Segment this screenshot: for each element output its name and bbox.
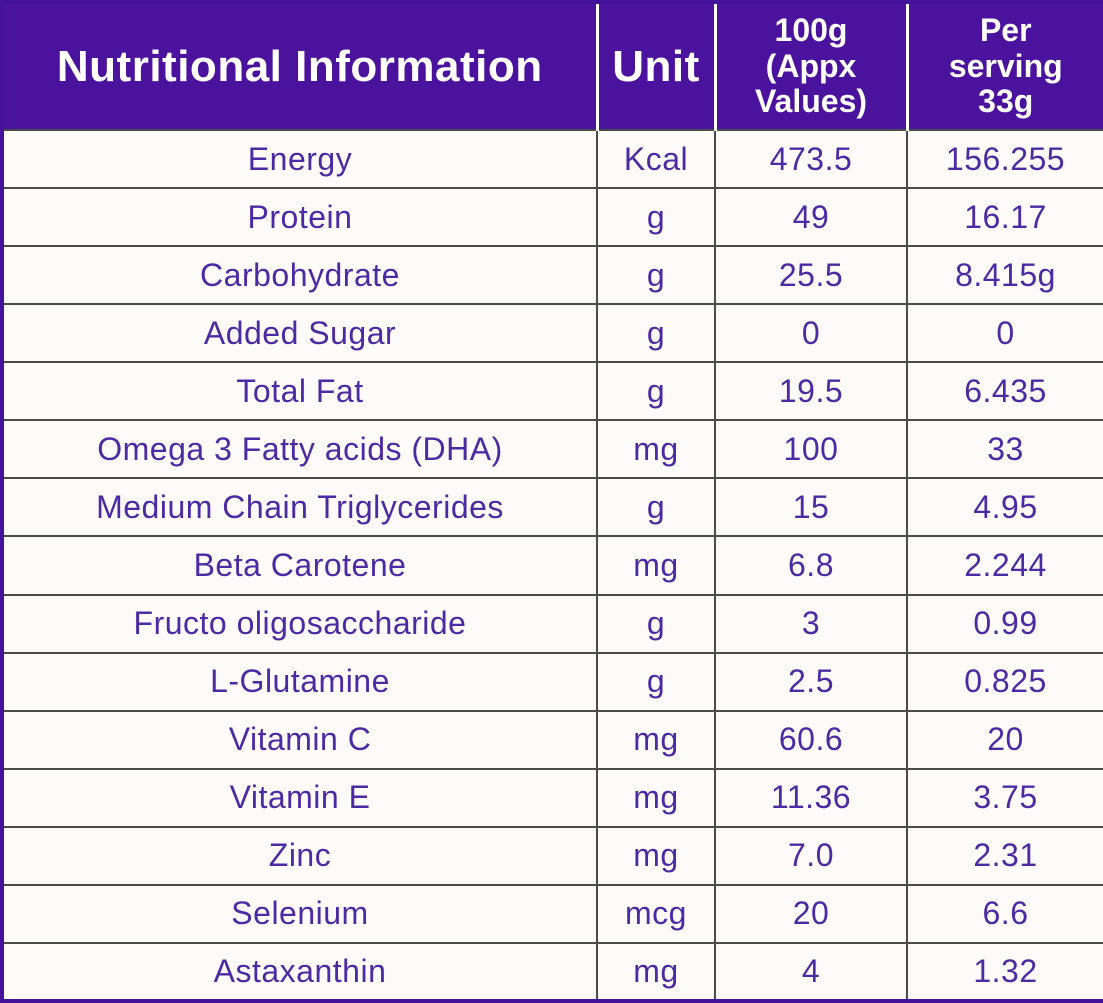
header-unit: Unit xyxy=(597,2,717,130)
nutrient-unit: g xyxy=(596,477,716,538)
nutrient-name: Astaxanthin xyxy=(1,941,598,1003)
nutrient-unit: g xyxy=(596,593,716,654)
table-row: Added Sugar g 0 0 xyxy=(1,303,1103,364)
value-per-serving: 0.825 xyxy=(906,651,1103,712)
nutrient-unit: mg xyxy=(596,941,716,1003)
table-body: Energy Kcal 473.5 156.255 Protein g 49 1… xyxy=(1,128,1103,1003)
nutrient-unit: mg xyxy=(596,767,716,828)
table-row: Energy Kcal 473.5 156.255 xyxy=(1,128,1103,190)
value-per-serving: 0 xyxy=(906,303,1103,364)
nutrient-name: Zinc xyxy=(1,825,598,886)
nutrient-unit: g xyxy=(596,651,716,712)
header-per-serving: Per serving 33g xyxy=(907,2,1103,130)
value-per-serving: 2.31 xyxy=(906,825,1103,886)
nutrient-name: Omega 3 Fatty acids (DHA) xyxy=(1,419,598,480)
table-row: Omega 3 Fatty acids (DHA) mg 100 33 xyxy=(1,419,1103,480)
value-per-serving: 16.17 xyxy=(906,187,1103,248)
header-per-100g: 100g (Appx Values) xyxy=(715,2,909,130)
nutrient-name: Vitamin C xyxy=(1,709,598,770)
value-per-100g: 49 xyxy=(714,187,908,248)
table-row: Vitamin C mg 60.6 20 xyxy=(1,709,1103,770)
value-per-serving: 20 xyxy=(906,709,1103,770)
value-per-100g: 3 xyxy=(714,593,908,654)
nutrient-unit: g xyxy=(596,303,716,364)
header-row: Nutritional Information Unit 100g (Appx … xyxy=(2,2,1103,130)
nutrient-name: Added Sugar xyxy=(1,303,598,364)
value-per-serving: 0.99 xyxy=(906,593,1103,654)
nutrient-unit: mcg xyxy=(596,883,716,944)
nutrient-name: Beta Carotene xyxy=(1,535,598,596)
header-nutritional-information: Nutritional Information xyxy=(2,2,599,130)
table-row: Protein g 49 16.17 xyxy=(1,187,1103,248)
nutrient-unit: g xyxy=(596,187,716,248)
table-row: Total Fat g 19.5 6.435 xyxy=(1,361,1103,422)
nutrient-name: Medium Chain Triglycerides xyxy=(1,477,598,538)
nutrient-unit: mg xyxy=(596,825,716,886)
value-per-100g: 25.5 xyxy=(714,245,908,306)
value-per-100g: 6.8 xyxy=(714,535,908,596)
value-per-serving: 6.435 xyxy=(906,361,1103,422)
nutrient-unit: mg xyxy=(596,709,716,770)
nutrient-name: Vitamin E xyxy=(1,767,598,828)
nutrient-unit: g xyxy=(596,361,716,422)
nutrient-name: Protein xyxy=(1,187,598,248)
value-per-serving: 33 xyxy=(906,419,1103,480)
value-per-serving: 3.75 xyxy=(906,767,1103,828)
table-row: Astaxanthin mg 4 1.32 xyxy=(1,941,1103,1003)
table-row: Medium Chain Triglycerides g 15 4.95 xyxy=(1,477,1103,538)
table-row: Beta Carotene mg 6.8 2.244 xyxy=(1,535,1103,596)
nutrient-name: Fructo oligosaccharide xyxy=(1,593,598,654)
table-row: Zinc mg 7.0 2.31 xyxy=(1,825,1103,886)
nutrient-name: L-Glutamine xyxy=(1,651,598,712)
nutrient-name: Selenium xyxy=(1,883,598,944)
nutrient-unit: mg xyxy=(596,535,716,596)
value-per-serving: 2.244 xyxy=(906,535,1103,596)
nutrient-unit: mg xyxy=(596,419,716,480)
table-row: Carbohydrate g 25.5 8.415g xyxy=(1,245,1103,306)
value-per-100g: 15 xyxy=(714,477,908,538)
table-row: L-Glutamine g 2.5 0.825 xyxy=(1,651,1103,712)
value-per-serving: 4.95 xyxy=(906,477,1103,538)
value-per-serving: 8.415g xyxy=(906,245,1103,306)
value-per-100g: 4 xyxy=(714,941,908,1003)
nutrient-name: Energy xyxy=(1,128,598,190)
table-row: Vitamin E mg 11.36 3.75 xyxy=(1,767,1103,828)
nutrient-unit: g xyxy=(596,245,716,306)
value-per-serving: 6.6 xyxy=(906,883,1103,944)
value-per-100g: 7.0 xyxy=(714,825,908,886)
nutrient-unit: Kcal xyxy=(596,128,716,190)
value-per-serving: 1.32 xyxy=(906,941,1103,1003)
value-per-100g: 20 xyxy=(714,883,908,944)
value-per-100g: 2.5 xyxy=(714,651,908,712)
value-per-100g: 19.5 xyxy=(714,361,908,422)
nutrient-name: Total Fat xyxy=(1,361,598,422)
value-per-100g: 100 xyxy=(714,419,908,480)
value-per-100g: 473.5 xyxy=(714,128,908,190)
table-row: Selenium mcg 20 6.6 xyxy=(1,883,1103,944)
value-per-serving: 156.255 xyxy=(906,128,1103,190)
table-header: Nutritional Information Unit 100g (Appx … xyxy=(2,2,1103,130)
nutrient-name: Carbohydrate xyxy=(1,245,598,306)
value-per-100g: 60.6 xyxy=(714,709,908,770)
table-row: Fructo oligosaccharide g 3 0.99 xyxy=(1,593,1103,654)
value-per-100g: 11.36 xyxy=(714,767,908,828)
value-per-100g: 0 xyxy=(714,303,908,364)
